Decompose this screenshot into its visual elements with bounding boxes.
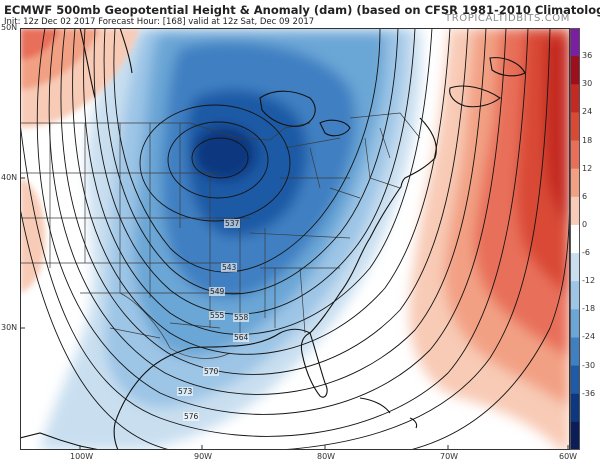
contour-label: 564 xyxy=(234,333,249,342)
contour-label: 543 xyxy=(222,263,237,272)
colorbar-tick-label: 24 xyxy=(582,107,593,117)
colorbar-tick-label: 6 xyxy=(582,191,588,201)
height-contours xyxy=(20,28,570,450)
contour-label: 558 xyxy=(234,313,249,322)
colorbar-segment xyxy=(570,84,580,113)
colorbar-segment xyxy=(570,140,580,170)
map-subtitle: Init: 12z Dec 02 2017 Forecast Hour: [16… xyxy=(4,17,315,27)
latitude-label: 50N xyxy=(1,23,18,32)
contour-label: 570 xyxy=(204,367,219,376)
colorbar-segment xyxy=(570,253,580,282)
longitude-label: 90W xyxy=(194,452,213,461)
colorbar-segment xyxy=(570,196,580,226)
contour-label: 576 xyxy=(184,412,199,421)
contour-label: 555 xyxy=(210,311,225,320)
longitude-label: 80W xyxy=(317,452,336,461)
colorbar-frame xyxy=(570,28,580,450)
graticule-ticks xyxy=(20,28,569,450)
map-frame xyxy=(20,28,570,450)
colorbar-tick-label: 0 xyxy=(582,219,588,229)
colorbar-tick-label: -36 xyxy=(582,388,596,398)
anomaly-map: 537 543 549 555 558 564 570 573 576 xyxy=(20,28,570,450)
colorbar-segment xyxy=(570,28,580,57)
contour-label: 549 xyxy=(210,287,225,296)
map-title: ECMWF 500mb Geopotential Height & Anomal… xyxy=(4,3,600,17)
northwest-positive-anomaly xyxy=(20,28,140,128)
latitude-label: 40N xyxy=(1,173,18,182)
colorbar-segment xyxy=(570,168,580,198)
colorbar-tick-label: -6 xyxy=(582,248,590,258)
colorbar-tick-label: 30 xyxy=(582,79,593,89)
colorbar-segment xyxy=(570,309,580,339)
contour-labels: 537 543 549 555 558 564 570 573 576 xyxy=(177,219,249,421)
colorbar-tick-label: 12 xyxy=(582,163,593,173)
longitude-label: 60W xyxy=(559,452,578,461)
colorbar-segment xyxy=(570,337,580,367)
colorbar xyxy=(570,28,580,450)
positive-anomaly-field xyxy=(409,28,570,450)
colorbar-tick-label: 18 xyxy=(582,135,593,145)
colorbar-segment xyxy=(570,112,580,142)
contour-label: 537 xyxy=(225,219,240,228)
coastlines xyxy=(20,28,526,450)
brand-watermark: TROPICALTIDBITS.COM xyxy=(444,13,570,24)
colorbar-tick-label: 36 xyxy=(582,51,593,61)
contour-label: 573 xyxy=(178,387,193,396)
longitude-label: 70W xyxy=(440,452,459,461)
colorbar-segment xyxy=(570,224,580,254)
longitude-label: 100W xyxy=(70,452,94,461)
latitude-label: 30N xyxy=(1,323,18,332)
colorbar-tick-label: -18 xyxy=(582,304,596,314)
colorbar-segment xyxy=(570,281,580,310)
west-positive-anomaly xyxy=(20,178,45,293)
colorbar-segment xyxy=(570,393,580,423)
colorbar-segment xyxy=(570,421,580,450)
colorbar-tick-label: -24 xyxy=(582,332,596,342)
colorbar-segment xyxy=(570,365,580,395)
colorbar-tick-label: -30 xyxy=(582,360,596,370)
colorbar-segment xyxy=(570,56,580,85)
colorbar-tick-label: -12 xyxy=(582,276,596,286)
